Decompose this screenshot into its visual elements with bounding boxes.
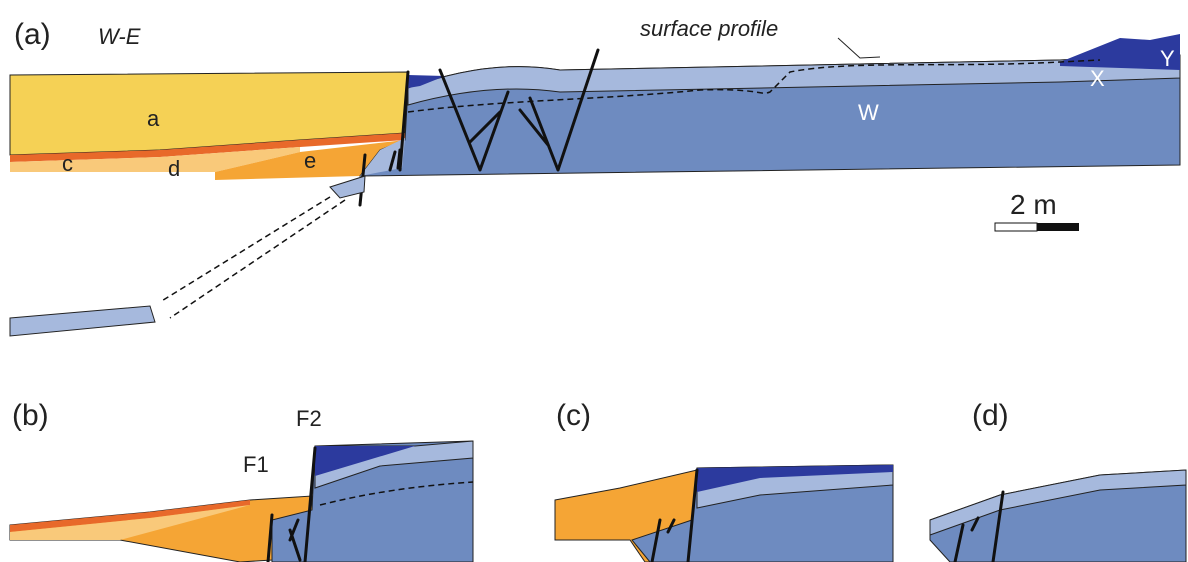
panel-c: (c): [555, 399, 893, 562]
unit-label: a: [147, 106, 160, 131]
scale-label: 2 m: [1010, 189, 1057, 220]
direction: W-E: [98, 24, 141, 49]
scale-bar: [995, 223, 1037, 231]
offset-layer: [10, 306, 155, 336]
unit-label: W: [858, 100, 879, 125]
unit-label: e: [304, 148, 316, 173]
panel-a: (a) W-E surface profile a c d e W X Y 2 …: [10, 16, 1180, 336]
scale-bar: [1037, 223, 1079, 231]
unit-label: X: [1090, 66, 1105, 91]
unit-label: d: [168, 156, 180, 181]
fault-label: F1: [243, 452, 269, 477]
annotation: surface profile: [640, 16, 778, 41]
unit-label: c: [62, 151, 73, 176]
figure: (a) W-E surface profile a c d e W X Y 2 …: [0, 0, 1188, 562]
panel-label: (a): [14, 18, 51, 51]
leader-line: [838, 38, 880, 58]
fault-label: F2: [296, 406, 322, 431]
projection-line: [160, 197, 345, 318]
panel-label: (c): [556, 399, 591, 432]
panel-d: (d): [930, 399, 1186, 562]
panel-b: (b) F2 F1: [10, 399, 473, 562]
panel-label: (d): [972, 399, 1009, 432]
unit-label: Y: [1160, 46, 1175, 71]
panel-label: (b): [12, 399, 49, 432]
